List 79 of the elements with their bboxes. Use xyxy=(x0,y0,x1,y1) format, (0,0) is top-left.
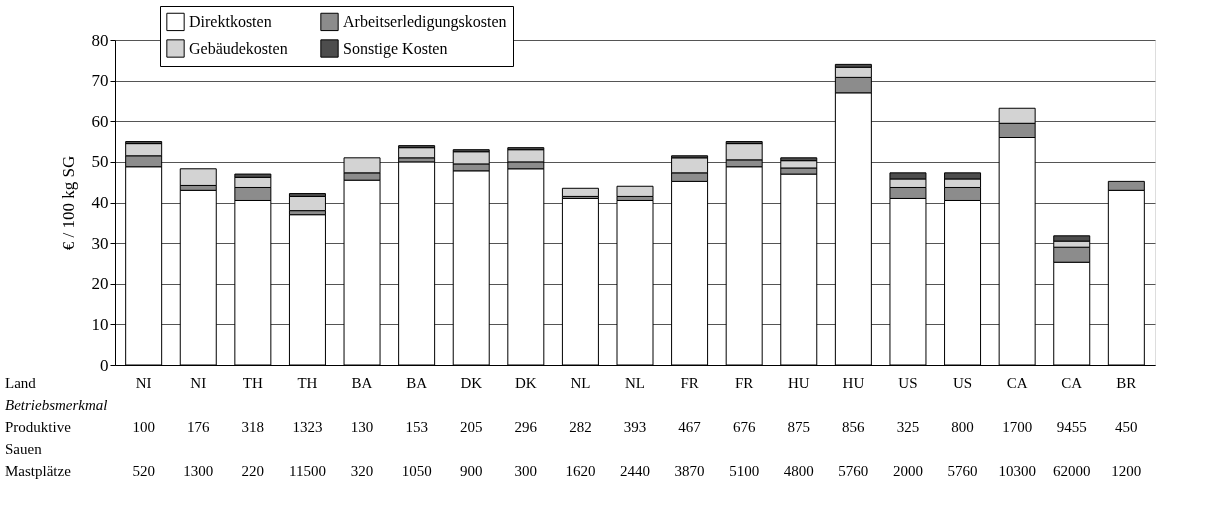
text: 10300 xyxy=(998,463,1036,479)
text: 130 xyxy=(350,419,374,435)
text: 900 xyxy=(459,463,483,479)
text: Betriebsmerkmal xyxy=(5,397,108,413)
x-tick-label: HU xyxy=(787,374,810,391)
bar xyxy=(398,147,436,159)
text: 153 xyxy=(405,419,428,435)
text: 1323 xyxy=(292,419,323,435)
text: 176 xyxy=(187,419,210,435)
text: Mastplätze xyxy=(5,463,72,479)
x-tick-label: NI xyxy=(135,374,152,391)
y-tick-label: 70 xyxy=(91,71,109,91)
text: 3870 xyxy=(674,463,705,479)
text: 1620 xyxy=(565,463,596,479)
text: 4800 xyxy=(783,463,814,479)
text: 220 xyxy=(241,463,265,479)
legend-label: Sonstige Kosten xyxy=(343,39,448,58)
text: 205 xyxy=(459,419,483,435)
x-tick-label: US xyxy=(952,374,973,391)
x-tick-label: FR xyxy=(680,374,699,391)
x-tick-label: FR xyxy=(735,374,754,391)
x-tick-label: BR xyxy=(1116,374,1137,391)
y-tick-label: 80 xyxy=(91,30,109,50)
y-tick-label: 30 xyxy=(91,233,109,253)
text: 856 xyxy=(842,419,866,435)
text: Land xyxy=(5,375,37,391)
text: 1700 xyxy=(1002,419,1033,435)
y-tick-label: 40 xyxy=(91,193,109,212)
text: 62000 xyxy=(1053,463,1091,479)
text: 393 xyxy=(623,419,647,435)
text: 1300 xyxy=(183,463,214,479)
text: 875 xyxy=(787,419,811,435)
bar xyxy=(561,187,599,197)
text: 5760 xyxy=(838,463,869,479)
text: 520 xyxy=(132,463,155,479)
x-tick-label: NI xyxy=(190,374,207,391)
legend-label: Gebäudekosten xyxy=(189,39,288,57)
text: 1200 xyxy=(1111,463,1142,479)
x-tick-label: HU xyxy=(842,374,865,391)
x-tick-label: BA xyxy=(406,374,428,391)
y-tick-label: 10 xyxy=(91,314,109,334)
text: 320 xyxy=(350,463,374,479)
text: 100 xyxy=(132,419,155,435)
y-axis-title: € / 100 kg SG xyxy=(58,155,78,251)
text: 9455 xyxy=(1056,419,1087,435)
x-tick-label: CA xyxy=(1061,374,1083,391)
text: Produktive Sauen xyxy=(5,419,72,457)
text: 467 xyxy=(678,419,702,435)
x-tick-label: US xyxy=(898,374,918,391)
text: 282 xyxy=(569,419,592,435)
text: 300 xyxy=(514,463,538,479)
y-tick-label: 0 xyxy=(100,355,109,375)
legend-label: Direktkosten xyxy=(189,12,272,30)
text: 318 xyxy=(241,419,265,435)
text: 2440 xyxy=(620,463,650,479)
text: 676 xyxy=(732,419,756,435)
text: 450 xyxy=(1115,419,1138,435)
bar xyxy=(616,185,654,197)
x-tick-label: NL xyxy=(625,374,645,391)
legend-label: Arbeitserledigungskosten xyxy=(343,12,507,31)
text: 11500 xyxy=(288,463,326,479)
text: 5760 xyxy=(947,463,978,479)
text: 296 xyxy=(514,419,538,435)
x-tick-label: DK xyxy=(460,374,483,391)
x-tick-label: CA xyxy=(1006,374,1028,391)
text: 800 xyxy=(951,419,974,435)
text: 2000 xyxy=(892,463,923,479)
text: 1050 xyxy=(401,463,432,479)
text: 5100 xyxy=(729,463,760,479)
y-tick-label: 60 xyxy=(91,111,109,131)
text: 325 xyxy=(896,419,920,435)
y-tick-label: 50 xyxy=(91,152,109,172)
x-tick-label: TH xyxy=(242,374,264,391)
x-tick-label: NL xyxy=(570,374,591,391)
x-tick-label: DK xyxy=(514,374,537,391)
x-tick-label: TH xyxy=(297,374,318,391)
bar xyxy=(288,195,326,212)
x-tick-label: BA xyxy=(351,374,373,391)
y-tick-label: 20 xyxy=(91,274,109,294)
